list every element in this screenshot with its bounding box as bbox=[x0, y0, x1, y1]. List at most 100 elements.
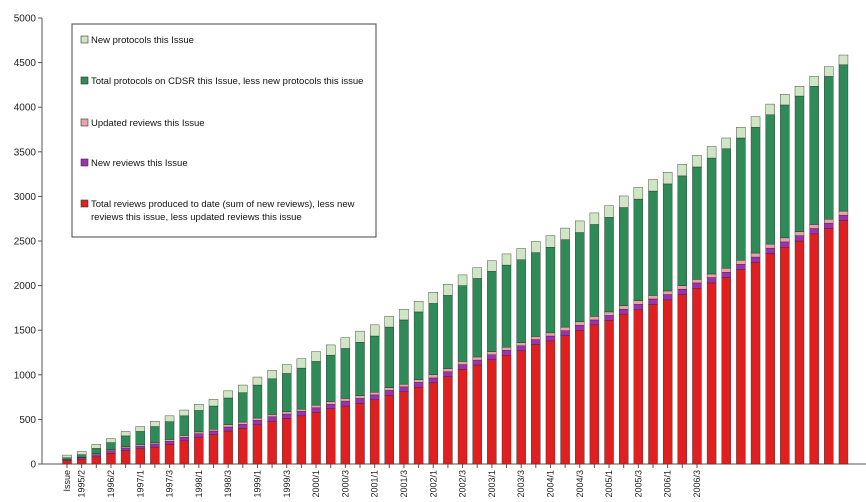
bar-segment-new-protocols bbox=[765, 103, 775, 115]
bar-segment-new-reviews bbox=[794, 235, 805, 242]
bar-segment-new-reviews bbox=[179, 437, 189, 442]
bar-stack bbox=[575, 220, 585, 465]
bar-stack bbox=[472, 267, 482, 465]
bar-stack bbox=[238, 384, 248, 465]
bar-segment-total-protocols-less-new bbox=[296, 367, 307, 410]
bar-stack bbox=[443, 284, 453, 465]
bar-segment-new-protocols bbox=[340, 337, 351, 349]
bar-segment-updated-reviews bbox=[223, 424, 233, 428]
bar-segment-total-reviews-less bbox=[619, 313, 629, 465]
bar-segment-total-protocols-less-new bbox=[384, 326, 394, 388]
bar-stack bbox=[487, 260, 497, 465]
legend-swatch-new-reviews bbox=[80, 158, 89, 167]
bar-segment-total-reviews-less bbox=[311, 412, 321, 465]
bar-segment-updated-reviews bbox=[809, 224, 819, 229]
bar-stack bbox=[794, 86, 805, 465]
bar-segment-new-protocols bbox=[282, 364, 292, 374]
bar-segment-total-reviews-less bbox=[824, 228, 834, 465]
bar-segment-total-reviews-less bbox=[369, 399, 380, 465]
bar-segment-new-reviews bbox=[384, 390, 394, 396]
bar-segment-new-protocols bbox=[120, 431, 131, 437]
bar-stack bbox=[648, 179, 658, 465]
y-tick-label: 2000 bbox=[14, 281, 37, 292]
bar-segment-total-reviews-less bbox=[150, 446, 160, 465]
bar-stack bbox=[150, 420, 160, 465]
bar-segment-new-protocols bbox=[619, 195, 629, 208]
bar-segment-new-reviews bbox=[150, 443, 160, 448]
bar-segment-new-protocols bbox=[809, 76, 819, 87]
bar-segment-new-protocols bbox=[692, 155, 702, 168]
bar-segment-new-reviews bbox=[91, 454, 102, 458]
x-tick-label: 1997/1 bbox=[135, 470, 145, 498]
bar-segment-total-reviews-less bbox=[208, 434, 219, 465]
bar-segment-new-reviews bbox=[677, 288, 687, 295]
bar-stack bbox=[531, 241, 541, 465]
bar-segment-new-protocols bbox=[794, 86, 805, 97]
x-tick-label: 2006/1 bbox=[663, 470, 673, 498]
bar-segment-updated-reviews bbox=[267, 414, 277, 417]
bar-segment-new-reviews bbox=[604, 315, 614, 321]
bar-segment-total-protocols-less-new bbox=[824, 76, 834, 220]
bar-segment-new-reviews bbox=[76, 457, 87, 460]
bar-segment-new-protocols bbox=[106, 438, 116, 443]
x-axis: Issue 1995/2 1996/2 1997/1 1997/3 1998/1 1998/… bbox=[42, 463, 866, 498]
y-tick-label: 4500 bbox=[14, 58, 37, 69]
bar-segment-new-reviews bbox=[560, 330, 570, 336]
bar-stack bbox=[62, 454, 72, 465]
bar-segment-updated-reviews bbox=[179, 435, 189, 438]
bar-segment-total-reviews-less bbox=[62, 460, 72, 465]
x-tick-label: 2006/3 bbox=[692, 470, 702, 498]
bar-segment-new-reviews bbox=[809, 228, 819, 235]
bar-stack bbox=[413, 301, 424, 465]
legend-label: Total protocols on CDSR this Issue, less… bbox=[91, 76, 363, 87]
bar-stack bbox=[355, 330, 365, 465]
y-tick-label: 1000 bbox=[14, 370, 37, 381]
bar-segment-new-reviews bbox=[662, 294, 673, 301]
bar-segment-total-reviews-less bbox=[677, 294, 687, 465]
x-tick-label: 1999/1 bbox=[252, 470, 262, 498]
bar-segment-new-reviews bbox=[706, 277, 717, 284]
bar-segment-new-protocols bbox=[648, 179, 658, 192]
bar-segment-total-reviews-less bbox=[648, 304, 658, 465]
bar-segment-total-reviews-less bbox=[223, 430, 233, 465]
bar-stack bbox=[106, 438, 116, 465]
y-tick-label: 4000 bbox=[14, 103, 37, 114]
bar-segment-new-reviews bbox=[487, 354, 497, 360]
bar-stack bbox=[252, 376, 263, 465]
bar-stack bbox=[501, 253, 512, 465]
bar-segment-updated-reviews bbox=[120, 446, 131, 449]
bar-segment-new-protocols bbox=[736, 127, 746, 139]
bar-segment-new-protocols bbox=[267, 370, 277, 380]
bar-segment-total-reviews-less bbox=[164, 444, 175, 465]
bar-segment-updated-reviews bbox=[604, 311, 614, 316]
x-tick-label: Issue bbox=[62, 470, 72, 492]
bar-segment-updated-reviews bbox=[589, 316, 600, 321]
legend-label: Updated reviews this Issue bbox=[91, 118, 205, 129]
bar-segment-total-reviews-less bbox=[120, 450, 131, 465]
bar-segment-total-reviews-less bbox=[340, 405, 351, 465]
bar-segment-new-protocols bbox=[164, 415, 175, 422]
bar-segment-new-protocols bbox=[604, 205, 614, 218]
bar-segment-total-protocols-less-new bbox=[106, 442, 116, 450]
bar-segment-new-reviews bbox=[501, 350, 512, 356]
bar-segment-updated-reviews bbox=[721, 268, 731, 273]
x-tick-label: 2005/3 bbox=[633, 470, 643, 498]
bar-segment-total-protocols-less-new bbox=[706, 157, 717, 275]
bar-segment-total-protocols-less-new bbox=[194, 410, 204, 433]
bar-segment-total-protocols-less-new bbox=[692, 166, 702, 280]
bar-stack bbox=[194, 404, 204, 465]
x-tick-label: 1998/3 bbox=[223, 470, 233, 498]
bar-stack bbox=[619, 195, 629, 465]
y-tick-label: 0 bbox=[30, 460, 36, 471]
bar-segment-total-reviews-less bbox=[780, 247, 790, 465]
bar-segment-total-reviews-less bbox=[809, 233, 819, 465]
bar-segment-total-protocols-less-new bbox=[516, 259, 526, 343]
bar-segment-total-protocols-less-new bbox=[531, 252, 541, 337]
bar-segment-new-protocols bbox=[179, 409, 189, 417]
x-tick-label: 1996/2 bbox=[106, 470, 116, 498]
bar-segment-total-reviews-less bbox=[604, 320, 614, 465]
bar-stack bbox=[824, 66, 834, 465]
legend-label: reviews this issue, less updated reviews… bbox=[91, 212, 302, 223]
bar-segment-updated-reviews bbox=[150, 442, 160, 445]
